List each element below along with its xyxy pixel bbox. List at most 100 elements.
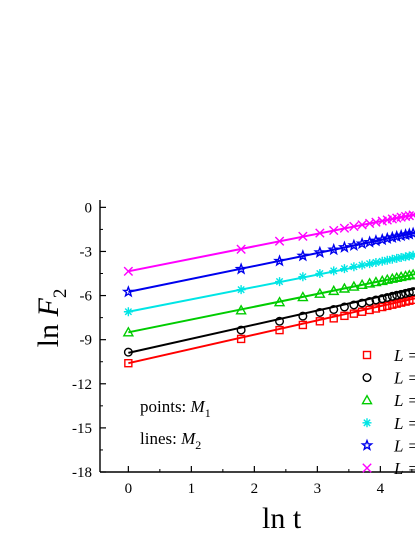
point-s4-17 [402, 227, 415, 240]
point-s0-3 [298, 320, 308, 330]
point-s0-7 [349, 309, 359, 318]
point-s5-6 [339, 223, 350, 233]
point-s5-7 [349, 221, 359, 232]
point-s1-2 [275, 316, 285, 326]
point-s0-5 [329, 314, 338, 323]
y-tick-label: -18 [72, 465, 92, 481]
x-tick-label: 4 [377, 481, 385, 497]
point-s5-4 [315, 228, 325, 238]
point-s1-10 [371, 295, 381, 305]
point-s4-1 [234, 262, 248, 275]
point-s3-10 [371, 257, 381, 267]
legend-marker-4 [360, 438, 374, 451]
legend-marker-1 [362, 373, 372, 383]
point-s2-8 [356, 278, 368, 290]
x-tick-label: 3 [314, 481, 322, 497]
point-s1-11 [377, 294, 387, 304]
point-s3-13 [387, 254, 397, 264]
point-s4-6 [337, 240, 351, 253]
point-s0-2 [275, 325, 284, 335]
point-s1-0 [123, 347, 133, 357]
x-axis-title: ln t [262, 502, 302, 535]
point-s4-4 [313, 245, 327, 259]
point-s0-9 [365, 305, 374, 315]
point-s4-5 [327, 242, 341, 256]
axes: 0 -3 -6 -9 -12 -15 -18 0 1 2 3 4 [72, 200, 415, 497]
point-s0-4 [315, 317, 325, 326]
point-s2-16 [399, 270, 412, 281]
point-s3-9 [365, 259, 375, 269]
legend-label-2: L = [393, 391, 415, 410]
legend-label-4: L = [393, 436, 415, 455]
y-tick-label: -9 [80, 333, 93, 349]
y-tick-label: 0 [85, 200, 93, 216]
point-s3-3 [298, 272, 308, 282]
point-s5-1 [236, 244, 246, 254]
point-s2-6 [338, 282, 351, 293]
point-s5-5 [329, 225, 339, 236]
fit-line-0 [128, 297, 415, 365]
point-s4-15 [394, 228, 408, 242]
point-s3-0 [123, 307, 133, 317]
point-s0-6 [340, 311, 349, 321]
point-s1-14 [392, 290, 402, 300]
point-s2-1 [235, 304, 247, 315]
point-s1-18 [408, 287, 415, 297]
point-s1-13 [387, 291, 397, 301]
point-s3-15 [396, 252, 406, 262]
point-s3-2 [275, 277, 285, 287]
point-s3-11 [377, 256, 387, 266]
point-s0-12 [383, 301, 392, 311]
point-s4-8 [355, 236, 369, 250]
point-s4-18 [406, 226, 415, 239]
point-s3-16 [401, 252, 411, 262]
point-s3-12 [382, 255, 392, 265]
point-s2-3 [297, 291, 309, 302]
point-s1-17 [404, 287, 414, 297]
point-s0-0 [124, 359, 133, 368]
point-s5-16 [400, 211, 411, 222]
point-s2-0 [122, 326, 135, 337]
point-s1-6 [339, 302, 349, 312]
legend: L = L = L = L = L = L = [360, 346, 415, 478]
y-tick-label: -6 [80, 289, 93, 305]
point-s4-2 [273, 254, 287, 267]
x-tick-label: 1 [188, 481, 196, 497]
point-s1-5 [329, 305, 339, 315]
point-s2-2 [273, 296, 286, 307]
point-s5-0 [123, 266, 134, 277]
point-s2-10 [370, 276, 382, 287]
point-s0-1 [236, 334, 246, 344]
point-s4-0 [121, 285, 135, 298]
point-s3-14 [392, 253, 402, 263]
point-s1-7 [349, 300, 359, 310]
point-s1-9 [365, 296, 375, 306]
point-s4-11 [375, 232, 389, 246]
point-s4-7 [347, 238, 361, 251]
point-s3-5 [329, 266, 339, 276]
point-s3-17 [404, 251, 414, 261]
point-s0-15 [396, 298, 406, 307]
point-s3-7 [349, 262, 359, 272]
y-tick-label: -12 [72, 377, 92, 393]
point-s4-12 [380, 231, 394, 245]
point-s5-18 [408, 210, 415, 220]
fit-line-1 [128, 287, 415, 354]
point-s1-4 [315, 307, 325, 317]
point-s2-4 [314, 287, 326, 298]
point-s5-8 [357, 220, 367, 230]
legend-marker-0 [362, 350, 372, 360]
point-s4-14 [390, 229, 404, 243]
point-s3-18 [408, 250, 415, 260]
point-s1-15 [396, 289, 406, 299]
point-s4-13 [385, 230, 399, 244]
note-lines: lines: M2 [140, 429, 201, 452]
point-s1-3 [298, 311, 308, 321]
point-s2-17 [403, 269, 415, 280]
legend-marker-5 [362, 463, 372, 473]
point-s0-10 [371, 304, 381, 313]
fit-line-3 [128, 254, 415, 313]
data-points [121, 210, 415, 368]
point-s3-4 [315, 269, 325, 279]
